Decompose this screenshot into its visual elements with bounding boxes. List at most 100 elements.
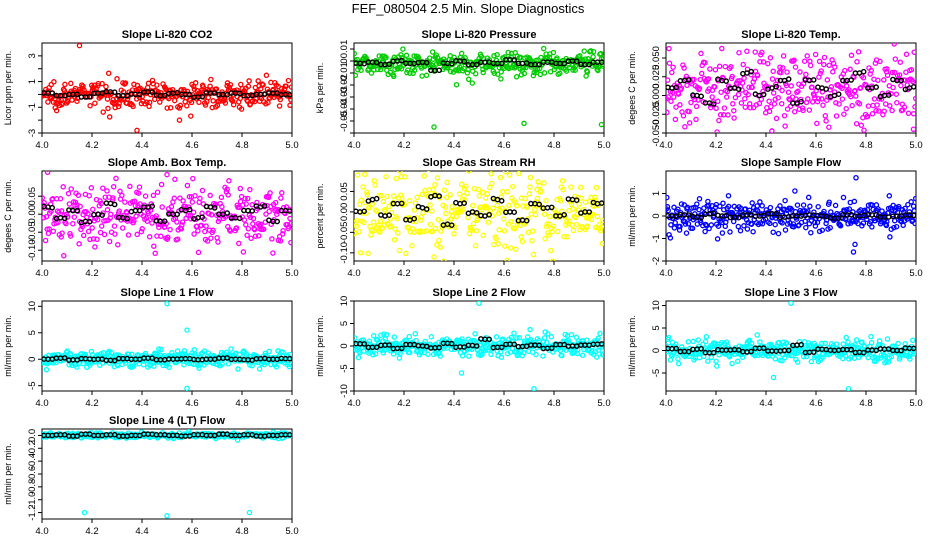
sample-point <box>532 211 539 218</box>
sample-point <box>527 184 533 190</box>
chart-svg: Slope Line 1 Flow 4.0 4.2 4.4 4.6 4.8 5.0 -5 0 5 1… <box>3 287 299 409</box>
sample-point <box>374 208 380 215</box>
mean-point <box>111 201 118 208</box>
sample-point <box>72 202 78 208</box>
sample-point <box>421 173 427 179</box>
sample-point <box>94 236 100 243</box>
panel-pressure: Slope Li-820 Pressure 4.0 4.2 4.4 4.6 4.8 5.0 0… <box>312 25 624 160</box>
sample-point <box>826 124 832 130</box>
sample-point <box>666 60 673 66</box>
sample-point <box>122 80 129 86</box>
sample-point <box>195 362 202 369</box>
sample-point <box>889 107 895 114</box>
sample-point <box>245 83 252 90</box>
sample-point <box>409 242 415 249</box>
sample-point <box>423 72 430 79</box>
x-tick-label: 5.0 <box>909 140 922 151</box>
mean-point <box>835 91 842 97</box>
sample-point <box>69 97 75 103</box>
sample-point <box>853 120 860 127</box>
sample-point <box>372 182 378 188</box>
sample-point <box>237 95 244 102</box>
sample-point <box>717 112 724 118</box>
x-tick-label: 4.0 <box>659 140 672 151</box>
y-tick-label: 0.025 <box>651 65 662 89</box>
mean-point <box>74 357 80 363</box>
mean-point <box>49 356 56 362</box>
sample-point <box>425 193 431 199</box>
sample-point <box>405 263 409 267</box>
x-tick-label: 4.4 <box>759 268 772 279</box>
sample-point <box>226 178 232 184</box>
sample-point <box>377 218 384 224</box>
sample-point <box>474 216 481 222</box>
points-layer <box>666 174 916 255</box>
sample-point <box>370 219 377 225</box>
sample-point <box>370 228 376 234</box>
sample-point <box>43 366 50 373</box>
mean-point <box>286 432 292 438</box>
outlier-point <box>164 301 170 307</box>
sample-point <box>225 192 231 198</box>
mean-point <box>573 58 580 65</box>
sample-point <box>379 347 385 353</box>
sample-point <box>911 208 916 214</box>
mean-point <box>224 431 230 437</box>
sample-point <box>807 203 813 210</box>
sample-point <box>884 219 890 225</box>
sample-point <box>536 182 543 189</box>
sample-point <box>584 223 591 229</box>
sample-point <box>892 56 899 62</box>
sample-point <box>248 235 254 242</box>
mean-point <box>873 84 879 90</box>
chart-title: Slope Line 1 Flow <box>121 287 214 299</box>
sample-point <box>395 230 401 236</box>
sample-point <box>760 88 766 95</box>
sample-point <box>440 258 447 261</box>
sample-point <box>670 64 676 70</box>
points-layer <box>42 429 292 519</box>
sample-point <box>116 100 122 107</box>
y-tick-label: -0.03 <box>339 86 350 108</box>
sample-point <box>140 361 147 368</box>
sample-point <box>666 77 671 83</box>
sample-point <box>546 221 553 227</box>
sample-point <box>204 238 211 244</box>
outlier-point <box>164 513 170 519</box>
sample-point <box>839 85 845 92</box>
sample-point <box>811 209 817 215</box>
sample-point <box>595 335 601 342</box>
sample-point <box>895 340 901 347</box>
sample-point <box>568 184 574 190</box>
mean-point <box>785 347 792 354</box>
sample-point <box>715 223 722 229</box>
sample-point <box>246 78 252 84</box>
sample-point <box>564 234 571 240</box>
sample-point <box>791 108 798 115</box>
sample-point <box>590 48 597 55</box>
mean-point <box>124 355 130 362</box>
sample-point <box>678 344 685 350</box>
sample-point <box>55 97 62 104</box>
y-tick-label: 0.05 <box>27 187 38 206</box>
sample-point <box>252 233 259 239</box>
mean-point <box>910 84 916 90</box>
sample-point <box>821 54 828 61</box>
sample-point <box>506 172 513 178</box>
sample-point <box>484 204 490 210</box>
sample-point <box>852 341 858 348</box>
y-axis-label: ml/min per min. <box>3 443 13 505</box>
sample-point <box>869 111 876 117</box>
sample-point <box>215 239 221 245</box>
sample-point <box>222 97 228 103</box>
mean-point <box>573 197 580 204</box>
mean-point <box>423 206 430 212</box>
sample-point <box>152 250 158 257</box>
sample-point <box>283 83 289 89</box>
mean-point <box>261 91 268 97</box>
plot-frame <box>353 170 605 262</box>
sample-point <box>677 223 683 230</box>
sample-point <box>864 113 871 120</box>
sample-point <box>106 114 113 120</box>
sample-point <box>680 113 687 119</box>
